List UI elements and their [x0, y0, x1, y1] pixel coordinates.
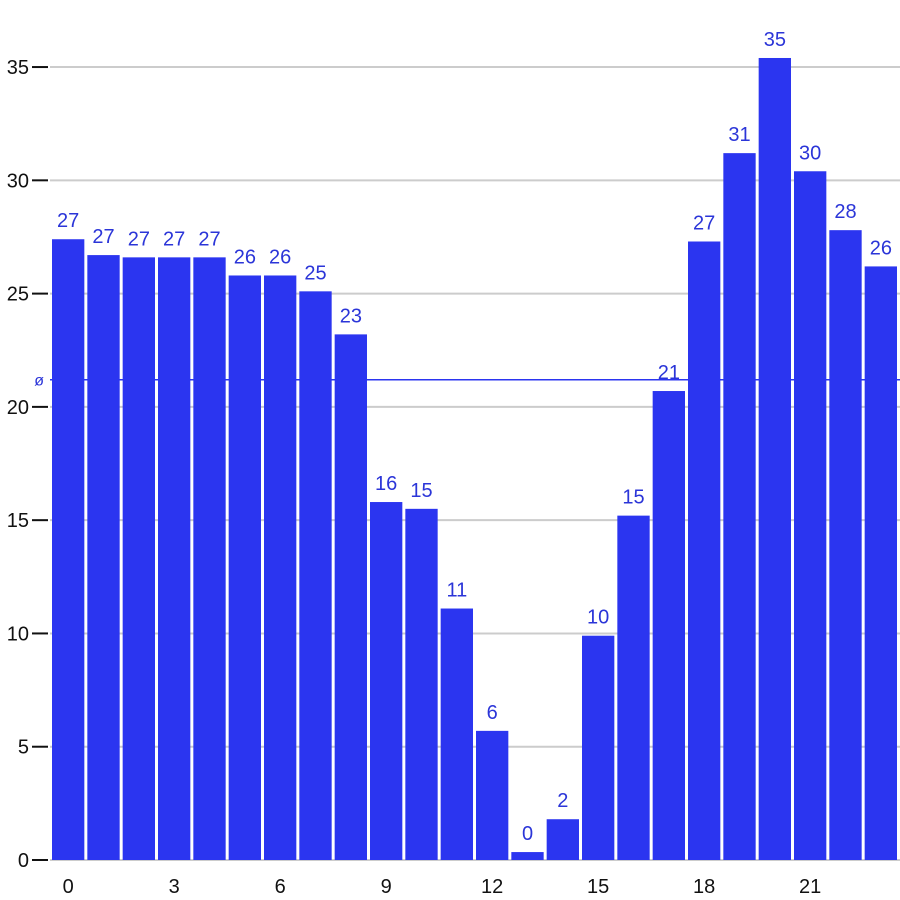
bar	[829, 230, 862, 860]
bar	[440, 608, 473, 860]
y-tick-label: 10	[7, 623, 29, 645]
y-tick-label: 0	[18, 850, 29, 872]
bar	[405, 508, 438, 860]
bar	[87, 255, 120, 861]
value-label: 28	[834, 201, 856, 223]
x-tick-label: 21	[799, 876, 821, 898]
x-tick-label: 3	[169, 876, 180, 898]
bar	[688, 241, 721, 860]
value-label: 27	[198, 228, 220, 250]
bar	[299, 291, 332, 860]
average-label: ø	[34, 373, 44, 390]
value-label: 25	[304, 262, 326, 284]
bar	[617, 515, 650, 860]
bar	[864, 266, 897, 860]
bar	[370, 502, 403, 860]
x-tick-label: 15	[587, 876, 609, 898]
value-labels: 27 27 27 27 27 26 26 25 23 16 15 11 6 0 2 10 15 21 27 31 35 3…	[57, 29, 892, 845]
value-label: 27	[163, 228, 185, 250]
y-tick-label: 15	[7, 510, 29, 532]
value-label: 26	[870, 237, 892, 259]
x-tick-label: 6	[275, 876, 286, 898]
value-label: 16	[375, 473, 397, 495]
value-label: 10	[587, 607, 609, 629]
value-label: 0	[522, 823, 533, 845]
value-label: 2	[557, 790, 568, 812]
bar	[511, 852, 544, 860]
value-label: 26	[234, 246, 256, 268]
value-label: 27	[92, 226, 114, 248]
x-tick-label: 18	[693, 876, 715, 898]
value-label: 27	[57, 210, 79, 232]
value-label: 27	[693, 212, 715, 234]
y-tick-label: 30	[7, 170, 29, 192]
bars	[52, 57, 897, 861]
average-line-group: ø	[34, 373, 900, 390]
x-tick-label: 12	[481, 876, 503, 898]
value-label: 23	[340, 305, 362, 327]
value-label: 6	[487, 702, 498, 724]
bar	[476, 730, 509, 860]
x-tick-label: 9	[381, 876, 392, 898]
bar	[794, 171, 827, 860]
value-label: 27	[128, 228, 150, 250]
bar	[228, 275, 261, 860]
y-tick-label: 20	[7, 397, 29, 419]
value-label: 11	[446, 580, 467, 602]
value-label: 15	[410, 480, 432, 502]
value-label: 30	[799, 142, 821, 164]
bar	[758, 57, 791, 860]
grid-lines	[50, 66, 900, 861]
value-label: 31	[728, 124, 750, 146]
y-tick-label: 35	[7, 57, 29, 79]
value-label: 21	[658, 362, 680, 384]
bar	[193, 257, 226, 861]
value-label: 15	[622, 487, 644, 509]
y-tick-label: 25	[7, 284, 29, 306]
bar	[52, 239, 85, 860]
y-tick-label: 5	[18, 737, 29, 759]
bar	[158, 257, 191, 861]
bar	[582, 635, 615, 860]
value-label: 35	[764, 29, 786, 51]
bar	[652, 391, 685, 860]
value-label: 26	[269, 246, 291, 268]
bar	[723, 153, 756, 861]
bar	[264, 275, 297, 860]
bar	[546, 819, 579, 860]
x-tick-label: 0	[63, 876, 74, 898]
bar	[334, 334, 367, 860]
bar	[122, 257, 155, 861]
